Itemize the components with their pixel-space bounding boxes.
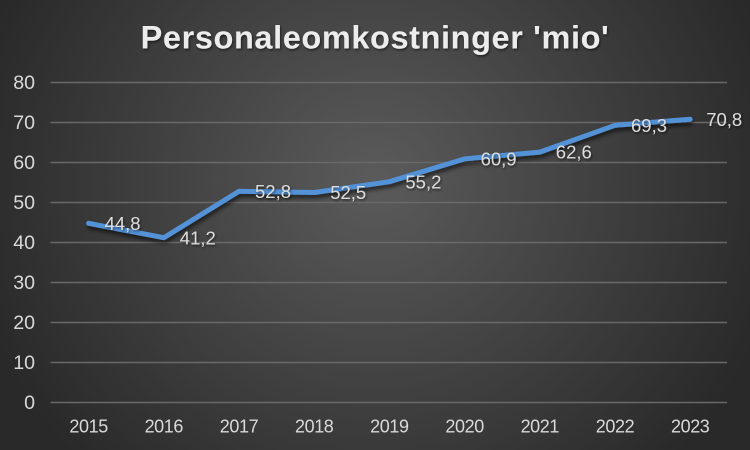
- svg-text:70,8: 70,8: [706, 109, 742, 130]
- svg-text:2019: 2019: [370, 417, 409, 437]
- svg-text:2023: 2023: [671, 417, 710, 437]
- svg-text:0: 0: [24, 392, 35, 414]
- svg-text:2021: 2021: [521, 417, 560, 437]
- svg-text:60: 60: [13, 152, 35, 174]
- svg-text:20: 20: [13, 312, 35, 334]
- svg-text:40: 40: [13, 232, 35, 254]
- svg-text:2017: 2017: [220, 417, 259, 437]
- svg-text:60,9: 60,9: [481, 149, 517, 170]
- svg-text:2015: 2015: [69, 417, 108, 437]
- svg-text:70: 70: [13, 112, 35, 134]
- svg-text:52,5: 52,5: [330, 182, 366, 203]
- svg-text:55,2: 55,2: [405, 171, 441, 192]
- svg-text:80: 80: [13, 72, 35, 94]
- svg-text:2022: 2022: [596, 417, 635, 437]
- svg-text:10: 10: [13, 352, 35, 374]
- svg-text:30: 30: [13, 272, 35, 294]
- svg-text:69,3: 69,3: [631, 115, 667, 136]
- svg-text:Personaleomkostninger 'mio': Personaleomkostninger 'mio': [141, 20, 610, 56]
- svg-text:2018: 2018: [295, 417, 334, 437]
- svg-text:41,2: 41,2: [180, 227, 216, 248]
- svg-text:52,8: 52,8: [255, 181, 291, 202]
- svg-text:2016: 2016: [145, 417, 184, 437]
- svg-text:50: 50: [13, 192, 35, 214]
- svg-text:62,6: 62,6: [556, 142, 592, 163]
- svg-text:2020: 2020: [445, 417, 484, 437]
- svg-text:44,8: 44,8: [105, 213, 141, 234]
